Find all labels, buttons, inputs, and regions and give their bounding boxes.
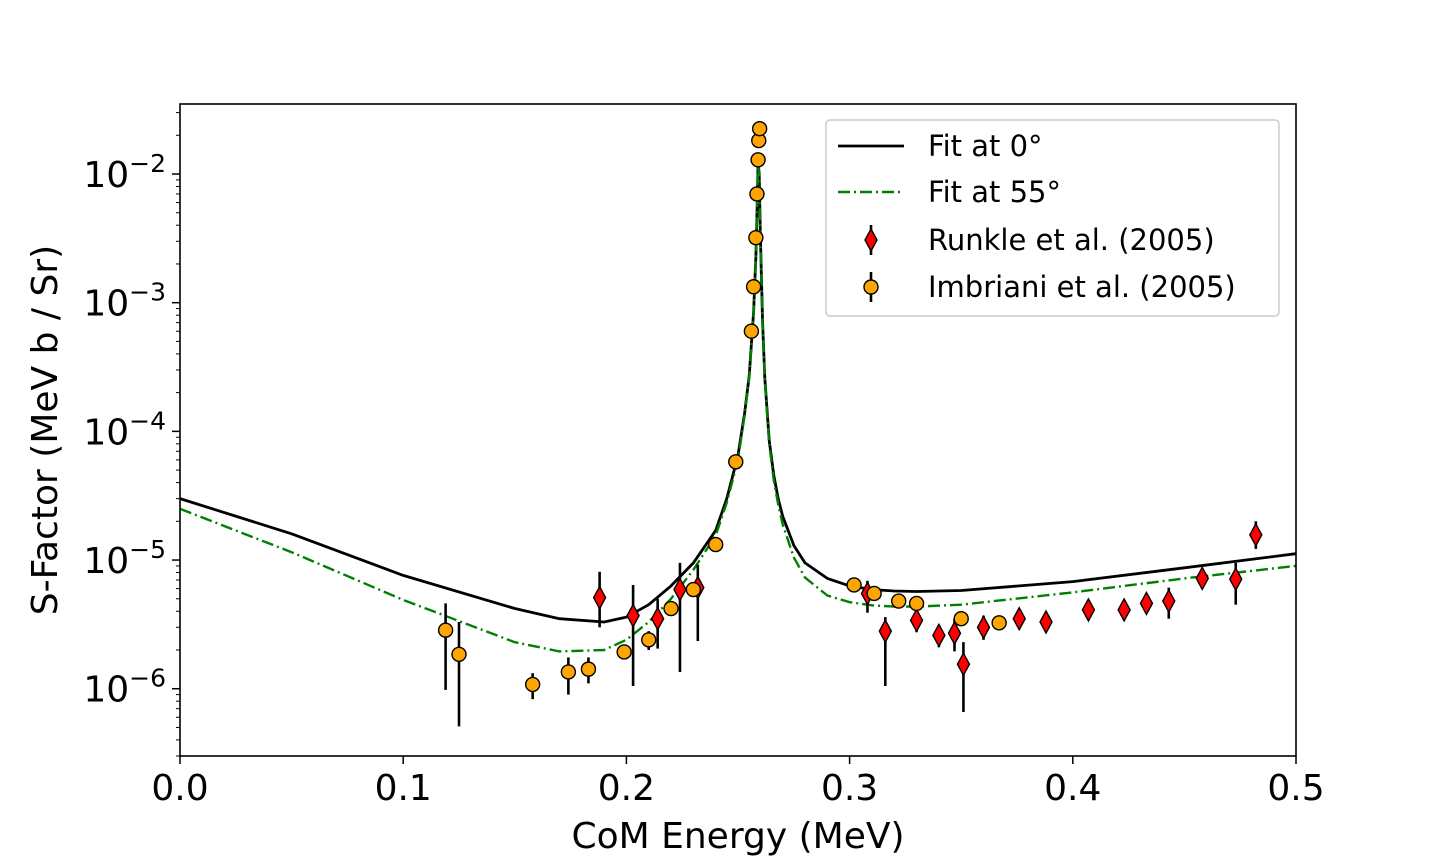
legend-label: Fit at 55° (928, 175, 1061, 209)
data-point (663, 600, 679, 617)
data-point (685, 581, 702, 598)
x-tick-label: 0.3 (821, 768, 878, 809)
plot-frame (179, 103, 1297, 757)
axes: 0.0 0.1 0.2 0.3 0.4 0.5 10−6 10−5 10−4 10−3 10−2 (83, 112, 1325, 809)
data-point (991, 615, 1007, 631)
y-tick-label: 10−4 (83, 406, 166, 453)
data-point (748, 229, 764, 246)
legend-marker (863, 279, 879, 295)
legend-label: Fit at 0° (928, 129, 1043, 163)
data-point (728, 454, 744, 470)
data-point (745, 279, 762, 295)
data-point (750, 152, 766, 168)
y-tick-label: 10−5 (83, 535, 166, 582)
data-point (1195, 565, 1210, 591)
data-point (524, 676, 541, 693)
data-point (976, 614, 991, 640)
x-axis-label: CoM Energy (MeV) (571, 816, 904, 857)
data-point (1117, 597, 1131, 623)
data-point (707, 536, 724, 553)
data-point (749, 186, 765, 202)
data-point (437, 622, 454, 638)
data-point (626, 603, 640, 629)
data-point (616, 644, 632, 660)
legend-label: Runkle et al. (2005) (928, 223, 1215, 257)
data-point (908, 595, 925, 612)
data-point (1012, 606, 1027, 632)
x-tick-label: 0.2 (598, 768, 655, 809)
x-tick-label: 0.0 (151, 768, 208, 809)
data-point (1081, 597, 1096, 623)
data-point (1228, 566, 1243, 592)
data-point (1249, 522, 1263, 548)
data-point (1139, 590, 1154, 616)
x-tick-label: 0.1 (375, 768, 432, 809)
data-point (560, 664, 577, 680)
data-point (451, 646, 467, 663)
data-point (846, 577, 862, 593)
data-point (1039, 609, 1053, 635)
plot-area (180, 120, 1296, 727)
data-point (891, 593, 907, 609)
data-point (953, 611, 969, 627)
data-point (866, 585, 882, 602)
data-point (932, 622, 946, 648)
data-point (956, 651, 971, 677)
data-point (751, 120, 768, 137)
legend-label: Imbriani et al. (2005) (928, 270, 1236, 304)
legend: Fit at 0° Fit at 55° Runkle et al. (2005) I… (825, 119, 1280, 317)
y-axis-label: S-Factor (MeV b / Sr) (25, 245, 66, 615)
data-point (641, 632, 657, 648)
data-point (947, 620, 962, 646)
x-tick-label: 0.4 (1044, 768, 1101, 809)
data-point (592, 585, 607, 611)
legend-box (825, 119, 1280, 317)
data-point (743, 323, 760, 339)
legend-marker (864, 227, 878, 253)
data-point (1161, 588, 1176, 614)
x-tick-label: 0.5 (1267, 768, 1324, 809)
y-tick-label: 10−3 (83, 278, 166, 325)
y-tick-label: 10−6 (83, 664, 166, 711)
data-point (878, 618, 893, 644)
data-point (909, 607, 924, 633)
data-point (673, 577, 687, 602)
data-point (580, 661, 597, 677)
y-tick-label: 10−2 (83, 149, 166, 196)
data-point (650, 606, 665, 632)
